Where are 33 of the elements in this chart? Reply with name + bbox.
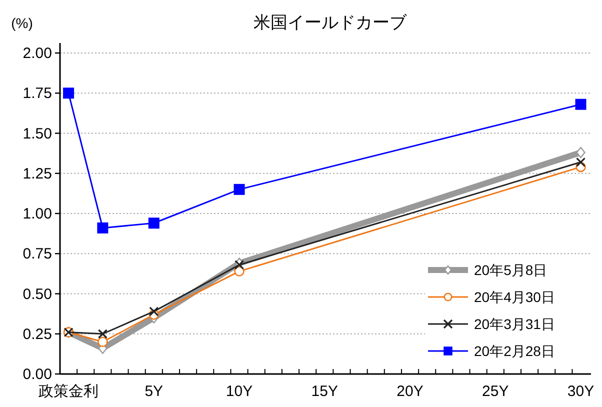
point (149, 306, 159, 316)
point (148, 218, 160, 229)
y-tick-label: 1.25 (22, 165, 52, 182)
legend-label: 20年2月28日 (474, 343, 555, 359)
point (63, 88, 74, 99)
x-tick-label: 25Y (482, 383, 509, 400)
y-tick-label: 1.00 (22, 206, 52, 222)
y-tick-label: 0.75 (22, 246, 52, 263)
point (576, 157, 586, 167)
point (97, 222, 108, 234)
x-tick-label: 30Y (567, 383, 594, 400)
point (98, 329, 108, 339)
point (575, 98, 586, 110)
y-tick-label: 0.25 (22, 326, 52, 343)
x-tick-label: 5Y (144, 383, 164, 400)
y-tick-label: 0.00 (22, 366, 52, 383)
point (234, 260, 244, 270)
point (576, 146, 586, 158)
y-axis-title: (%) (11, 15, 33, 31)
legend-label: 20年5月8日 (474, 262, 548, 278)
x-tick-label: 政策金利 (38, 383, 99, 400)
legend-label: 20年3月31日 (474, 316, 555, 332)
y-tick-label: 1.50 (22, 125, 52, 142)
y-tick-label: 2.00 (22, 45, 52, 62)
chart-title: 米国イールドカーブ (254, 13, 408, 32)
x-tick-label: 15Y (311, 383, 338, 400)
x-tick-label: 10Y (226, 383, 253, 400)
point (234, 184, 245, 195)
legend-label: 20年4月30日 (474, 289, 555, 305)
point (98, 336, 108, 348)
y-tick-label: 1.75 (22, 85, 52, 102)
x-tick-label: 20Y (396, 383, 424, 400)
y-tick-label: 0.50 (22, 286, 52, 303)
